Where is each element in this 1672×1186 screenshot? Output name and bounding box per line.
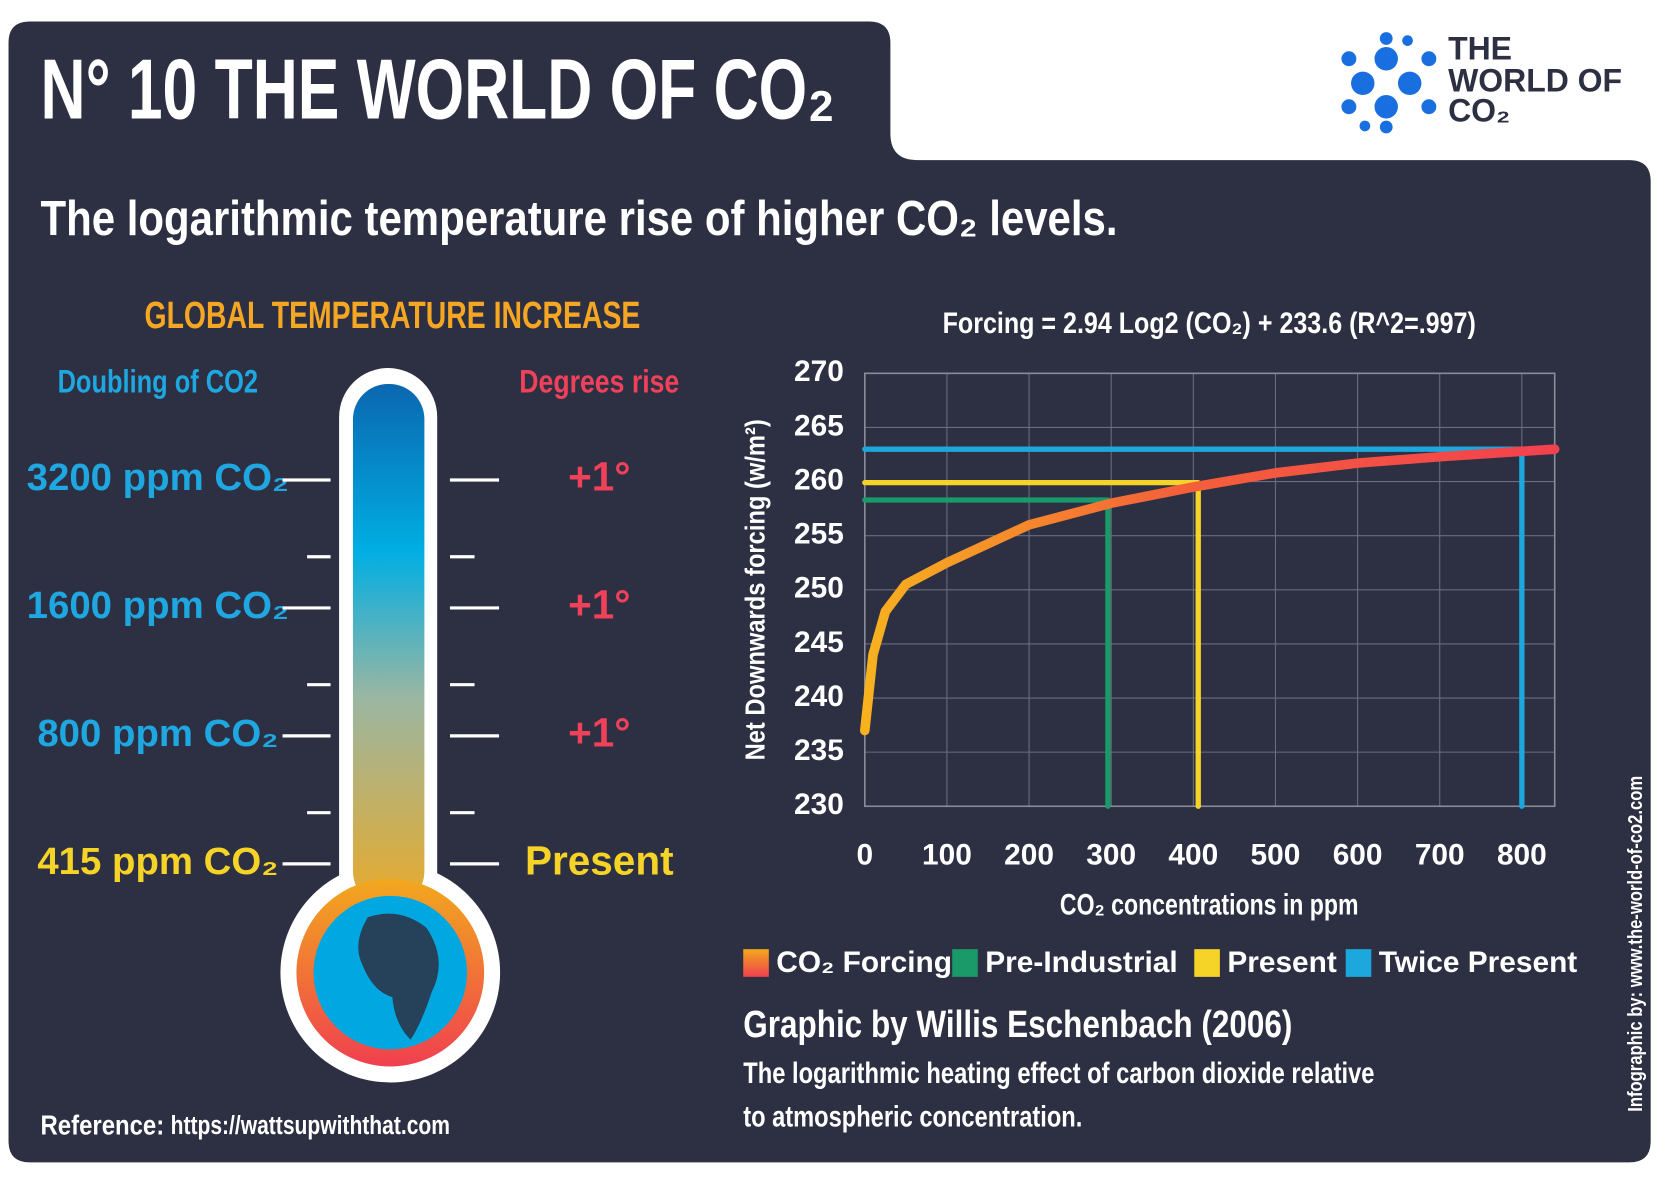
- level-label: 3200 ppm CO₂: [27, 456, 289, 499]
- logo-text: CO₂: [1448, 93, 1510, 129]
- y-tick-label: 270: [794, 355, 844, 388]
- rise-label: +1°: [568, 454, 630, 500]
- subtitle: The logarithmic temperature rise of high…: [41, 192, 1118, 246]
- x-tick-label: 0: [856, 838, 873, 871]
- chart-title: Forcing = 2.94 Log2 (CO₂) + 233.6 (R^2=.…: [943, 307, 1476, 340]
- x-tick-label: 600: [1333, 838, 1383, 871]
- legend-swatch: [743, 949, 769, 977]
- page-title: N° 10 THE WORLD OF CO₂: [41, 43, 835, 138]
- x-tick-label: 800: [1497, 838, 1547, 871]
- reference-url: https://wattsupwiththat.com: [171, 1112, 450, 1140]
- left-heading: Doubling of CO2: [58, 363, 258, 399]
- right-heading: Degrees rise: [519, 363, 679, 399]
- logo-icon: [1341, 32, 1437, 134]
- caption-line: The logarithmic heating effect of carbon…: [743, 1057, 1374, 1090]
- x-tick-label: 500: [1251, 838, 1301, 871]
- level-label: 800 ppm CO₂: [37, 712, 278, 755]
- level-label: 1600 ppm CO₂: [27, 584, 289, 627]
- legend-label: Pre-Industrial: [985, 946, 1177, 979]
- caption-title: Graphic by Willis Eschenbach (2006): [743, 1003, 1292, 1046]
- y-tick-label: 265: [794, 409, 844, 442]
- x-tick-label: 700: [1415, 838, 1465, 871]
- thermo-scale: 3200 ppm CO₂ +1° 1600 ppm CO₂ +1° 800 ppm CO…: [27, 454, 674, 884]
- y-tick-label: 260: [794, 463, 844, 496]
- y-tick-label: 230: [794, 788, 844, 821]
- y-tick-label: 250: [794, 572, 844, 605]
- caption-line: to atmospheric concentration.: [743, 1101, 1082, 1134]
- logo-text: WORLD OF: [1448, 63, 1622, 99]
- x-tick-label: 300: [1086, 838, 1136, 871]
- thermo-title: GLOBAL TEMPERATURE INCREASE: [144, 294, 640, 337]
- plot-frame: [863, 372, 1556, 808]
- legend-label: Twice Present: [1379, 946, 1578, 979]
- forcing-curve: [859, 444, 1560, 736]
- y-tick-label: 240: [794, 680, 844, 713]
- credit: Infographic by: www.the-world-of-co2.com: [1625, 776, 1647, 1112]
- legend-label: CO₂ Forcing: [776, 946, 952, 979]
- x-axis-label: CO₂ concentrations in ppm: [1060, 888, 1359, 921]
- y-tick-label: 255: [794, 518, 844, 551]
- rise-label: +1°: [568, 710, 630, 756]
- y-tick-label: 235: [794, 734, 844, 767]
- rise-label: +1°: [568, 582, 630, 628]
- legend-label: Present: [1227, 946, 1337, 979]
- legend-swatch: [1194, 949, 1220, 977]
- y-tick-label: 245: [794, 626, 844, 659]
- legend-swatch: [1345, 949, 1372, 977]
- logo-text: THE: [1448, 31, 1512, 67]
- y-axis-label: Net Downwards forcing (w/m²): [739, 419, 770, 760]
- thermometer: [280, 368, 501, 1083]
- legend-swatch: [952, 949, 978, 977]
- level-label: 415 ppm CO₂: [37, 840, 278, 883]
- reference-label: Reference:: [41, 1110, 165, 1141]
- x-tick-label: 200: [1004, 838, 1054, 871]
- rise-label: Present: [525, 838, 674, 884]
- chart: Forcing = 2.94 Log2 (CO₂) + 233.6 (R^2=.…: [739, 307, 1577, 979]
- x-tick-label: 400: [1168, 838, 1218, 871]
- x-tick-label: 100: [922, 838, 972, 871]
